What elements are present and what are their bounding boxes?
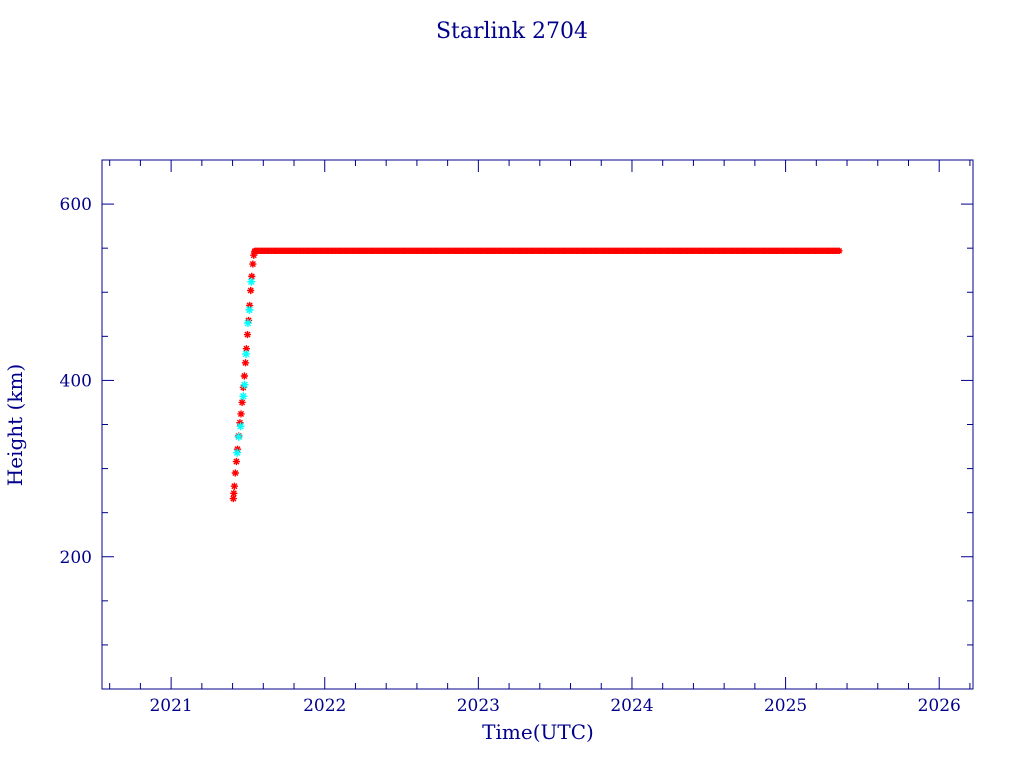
data-point xyxy=(242,345,250,353)
data-point xyxy=(234,432,243,441)
x-axis-label: Time(UTC) xyxy=(482,720,594,744)
y-tick-label: 400 xyxy=(60,371,92,391)
data-point xyxy=(243,330,252,339)
data-point xyxy=(239,383,247,392)
data-point xyxy=(836,247,843,255)
y-axis-label: Height (km) xyxy=(3,364,27,486)
data-point xyxy=(236,422,245,431)
data-point xyxy=(247,277,256,286)
x-tick-label: 2025 xyxy=(764,696,807,716)
chart-title: Starlink 2704 xyxy=(436,19,588,44)
data-point xyxy=(240,372,248,380)
x-tick-label: 2022 xyxy=(303,696,346,716)
data-point xyxy=(243,319,252,328)
x-tick-label: 2021 xyxy=(149,696,192,716)
data-point xyxy=(230,482,239,490)
plot-frame xyxy=(101,159,974,690)
data-point xyxy=(242,349,251,358)
data-point xyxy=(245,305,254,314)
x-tick-label: 2023 xyxy=(457,696,500,716)
data-point xyxy=(237,410,245,418)
y-tick-label: 600 xyxy=(60,195,92,215)
x-tick-label: 2024 xyxy=(610,696,653,716)
data-point xyxy=(238,398,246,407)
x-tick-label: 2026 xyxy=(918,696,961,716)
data-point xyxy=(240,380,249,389)
data-point xyxy=(247,286,255,295)
data-point xyxy=(250,251,258,259)
data-point xyxy=(246,301,254,310)
data-point xyxy=(231,469,239,477)
plot-area: 2021 2022 2023 2024 2025 2026 200 400 600 xyxy=(60,159,974,716)
y-tick-label: 200 xyxy=(60,548,92,568)
data-point xyxy=(229,494,237,503)
data-point xyxy=(249,260,257,268)
data-point xyxy=(248,272,256,280)
data-point xyxy=(239,392,248,401)
data-point xyxy=(232,457,241,466)
data-point xyxy=(233,448,242,457)
data-point xyxy=(241,359,250,367)
data-point xyxy=(230,489,238,497)
